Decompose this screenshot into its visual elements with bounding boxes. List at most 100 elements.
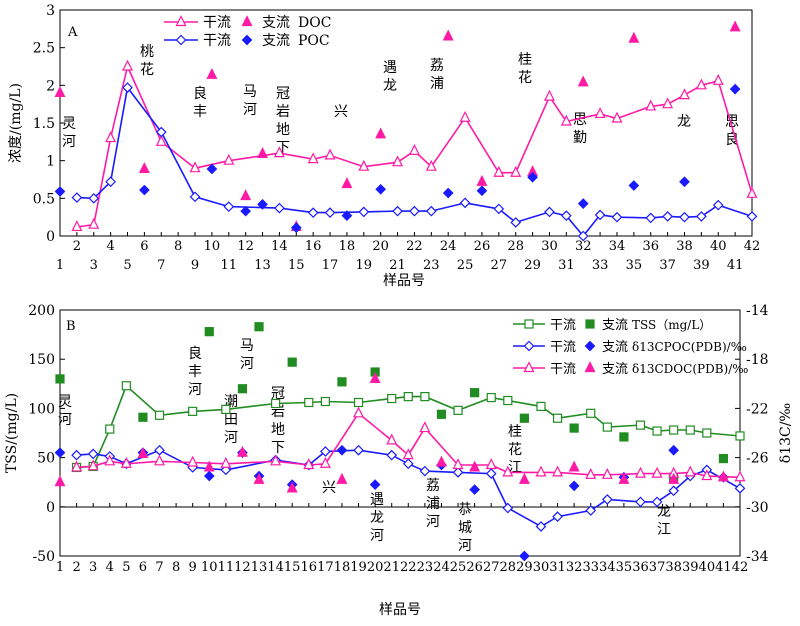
- y-tick-label: 0.5: [33, 191, 55, 207]
- data-point-tributary_poc: [577, 198, 589, 209]
- annotation-a-mahe-char: 河: [243, 102, 257, 118]
- data-point-mainstem_poc13: [651, 496, 663, 508]
- data-point-tributary_doc13: [668, 472, 680, 484]
- data-point-tributary_tss: [569, 423, 579, 433]
- annotation-a-xing: 兴: [334, 104, 348, 120]
- y2-axis-title-b: δ13C/‰: [778, 403, 794, 464]
- x-tick-label: 22: [400, 560, 417, 575]
- data-point-mainstem_doc: [189, 161, 201, 173]
- data-point-mainstem_tss: [486, 392, 496, 403]
- x-tick-label: 31: [558, 258, 575, 273]
- data-point-mainstem_poc: [696, 211, 707, 222]
- data-point-tributary_poc: [729, 83, 741, 95]
- data-point-mainstem_poc: [223, 201, 235, 212]
- x-axis-title-a: 样品号: [383, 273, 425, 289]
- annotation-b-yulong-char: 龙: [370, 510, 384, 526]
- data-point-tributary_doc: [729, 20, 741, 32]
- panel-label-b: B: [66, 319, 76, 334]
- y-tick-label: 2: [46, 78, 55, 94]
- x-tick-label: 19: [356, 258, 373, 273]
- x-tick-label: 42: [744, 239, 761, 254]
- data-point-mainstem_doc13: [402, 448, 414, 460]
- data-point-mainstem_doc: [155, 134, 167, 146]
- data-point-mainstem_tss: [320, 396, 330, 407]
- annotation-b-linhe-char: 灵: [58, 394, 72, 410]
- chart-panel-a: A 样品号 浓度/(mg/L) 灵 河 桃 花 良 丰 马 河 冠 岩 地 下 …: [8, 3, 760, 289]
- data-point-mainstem_tss: [635, 420, 646, 430]
- y-axis-title-b: TSS/(mg/L): [4, 393, 20, 473]
- data-point-mainstem_poc13: [452, 467, 464, 478]
- data-point-mainstem_poc13: [552, 511, 563, 522]
- data-point-tributary_tss: [436, 409, 447, 419]
- annotation-a-yulong-char: 遇: [383, 60, 397, 76]
- annotation-a-guanyan-char: 冠: [276, 86, 290, 102]
- x-tick-label: 21: [383, 560, 400, 575]
- x-tick-label: 28: [507, 239, 524, 254]
- data-point-tributary_doc: [257, 147, 269, 158]
- y2-tick-label: -14: [746, 303, 769, 319]
- data-point-mainstem_poc: [712, 199, 724, 211]
- annotation-b-guanyan-char: 下: [271, 440, 285, 456]
- annotation-a-guanyan-char: 岩: [276, 104, 290, 120]
- annotation-b-liangfeng: 良 丰 河: [188, 346, 202, 398]
- data-point-tributary_tss: [718, 453, 729, 464]
- data-point-tributary_doc13: [54, 475, 66, 487]
- legend-marker: [585, 319, 595, 329]
- data-point-mainstem_poc: [544, 206, 555, 218]
- data-point-mainstem_tss: [669, 425, 679, 435]
- data-point-tributary_doc: [577, 75, 589, 87]
- x-tick-label: 26: [474, 239, 491, 254]
- legend-marker: [523, 340, 535, 352]
- data-point-tributary_tss: [619, 432, 629, 442]
- annotation-b-guanyan: 冠 岩 地 下: [271, 386, 285, 456]
- data-point-mainstem_poc: [662, 211, 673, 222]
- data-point-mainstem_poc: [746, 211, 758, 222]
- data-point-tributary_poc: [375, 183, 387, 195]
- data-point-mainstem_poc: [189, 191, 201, 203]
- legend-label: 干流: [203, 33, 231, 49]
- legend-label: 支流: [602, 318, 628, 333]
- annotation-b-guihua-char: 桂: [508, 424, 522, 440]
- x-tick-label: 5: [123, 258, 131, 273]
- data-point-mainstem_doc: [324, 148, 336, 160]
- annotation-b-xing: 兴: [322, 480, 336, 496]
- annotation-b-guanyan-char: 冠: [271, 386, 285, 402]
- annotation-b-guihua: 桂 花 江: [508, 424, 522, 476]
- data-point-mainstem_doc13: [635, 466, 646, 478]
- data-point-mainstem_poc: [324, 207, 336, 218]
- annotation-b-chaotian-char: 田: [224, 412, 238, 428]
- data-point-mainstem_doc13: [319, 456, 331, 468]
- annotation-b-longjiang-char: 江: [657, 522, 671, 538]
- data-point-mainstem_tss: [453, 405, 463, 415]
- data-point-mainstem_tss: [735, 431, 745, 441]
- annotation-b-mahe: 马 河: [240, 338, 254, 372]
- annotation-a-yulong-char: 龙: [383, 78, 397, 94]
- data-point-mainstem_poc: [493, 203, 505, 215]
- x-tick-label: 17: [322, 258, 339, 273]
- data-point-mainstem_tss: [552, 413, 563, 423]
- data-point-tributary_doc: [206, 67, 218, 79]
- data-point-mainstem_doc: [645, 99, 657, 111]
- annotation-b-yulong: 遇 龙 河: [370, 492, 384, 544]
- data-point-mainstem_doc: [392, 155, 404, 167]
- x-tick-label: 40: [699, 560, 716, 575]
- annotation-b-yulong-char: 遇: [370, 492, 384, 508]
- data-point-tributary_doc: [54, 86, 66, 97]
- annotation-a-guihua-char: 花: [518, 70, 532, 86]
- data-point-mainstem_doc: [746, 186, 758, 198]
- data-point-mainstem_doc13: [154, 454, 165, 466]
- data-point-mainstem_doc: [425, 159, 437, 171]
- x-tick-label: 13: [254, 258, 271, 273]
- data-point-mainstem_poc13: [668, 485, 680, 497]
- data-point-mainstem_doc: [662, 97, 674, 109]
- x-tick-label: 18: [334, 560, 351, 575]
- x-tick-label: 15: [284, 560, 301, 575]
- x-tick-label: 28: [500, 560, 517, 575]
- annotation-b-lipu-char: 荔: [426, 478, 440, 494]
- data-point-tributary_poc13: [469, 484, 480, 495]
- legend-label: 支流: [262, 33, 290, 49]
- data-point-mainstem_doc: [510, 165, 522, 177]
- x-tick-label: 2: [72, 560, 80, 575]
- y-tick-label: 1: [46, 154, 55, 170]
